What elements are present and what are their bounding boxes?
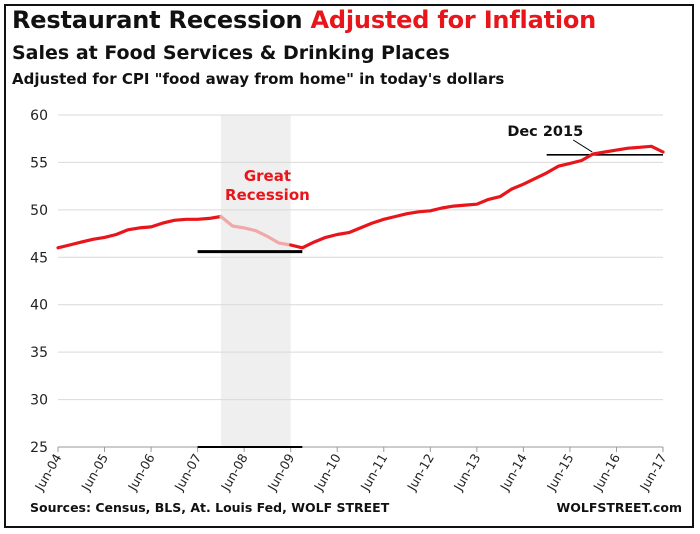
annotation-pointer	[572, 139, 593, 153]
x-tick-label: Jun-04	[31, 451, 64, 494]
tick-labels: 25 30 35 40 45 50 55 60 Jun-04 Jun-05 Jun-06 Jun-07…	[30, 108, 669, 494]
x-tick-label: Jun-08	[217, 451, 250, 494]
x-tick-label: Jun-14	[497, 451, 530, 494]
x-tick-label: Jun-13	[450, 451, 483, 494]
x-tick-label: Jun-05	[78, 451, 111, 494]
y-tick-label: 50	[30, 203, 48, 219]
chart-subtitle: Sales at Food Services & Drinking Places	[12, 42, 450, 64]
x-tick-label: Jun-16	[590, 451, 623, 494]
y-tick-label: 60	[30, 108, 48, 124]
sources-note: Sources: Census, BLS, At. Louis Fed, WOL…	[30, 500, 390, 515]
series-line	[289, 144, 665, 250]
y-tick-label: 40	[30, 298, 48, 314]
recession-shading	[220, 115, 291, 447]
x-tick-label: Jun-10	[310, 451, 343, 494]
y-tick-label: 30	[30, 393, 48, 409]
annotation-dec-2015: Dec 2015	[507, 124, 583, 140]
axes	[57, 446, 664, 452]
x-tick-label: Jun-11	[357, 451, 390, 494]
y-tick-label: 55	[30, 155, 48, 171]
x-tick-label: Jun-06	[124, 451, 157, 494]
y-tick-label: 45	[30, 250, 48, 266]
x-tick-label: Jun-07	[171, 451, 204, 494]
x-tick-label: Jun-09	[264, 451, 297, 494]
chart-title-part2: Adjusted for Inflation	[310, 6, 597, 34]
brand-label: WOLFSTREET.com	[556, 500, 682, 515]
y-tick-label: 25	[30, 440, 48, 456]
x-tick-label: Jun-15	[543, 451, 576, 494]
chart-title: Restaurant Recession Adjusted for Inflat…	[12, 6, 596, 34]
recession-shading-layer	[220, 115, 291, 447]
series-line	[56, 214, 223, 250]
series-line	[219, 214, 293, 247]
y-tick-label: 35	[30, 345, 48, 361]
x-tick-label: Jun-12	[403, 451, 436, 494]
series-layer	[56, 144, 665, 250]
chart-frame	[4, 4, 694, 528]
annotation-great: Great	[244, 167, 291, 185]
chart-subtitle-2: Adjusted for CPI "food away from home" i…	[12, 70, 505, 88]
annotation-recession: Recession	[225, 186, 310, 204]
chart-title-part1: Restaurant Recession	[12, 6, 303, 34]
reference-lines	[197, 154, 663, 448]
x-tick-label: Jun-17	[636, 451, 669, 494]
gridlines	[58, 114, 663, 448]
